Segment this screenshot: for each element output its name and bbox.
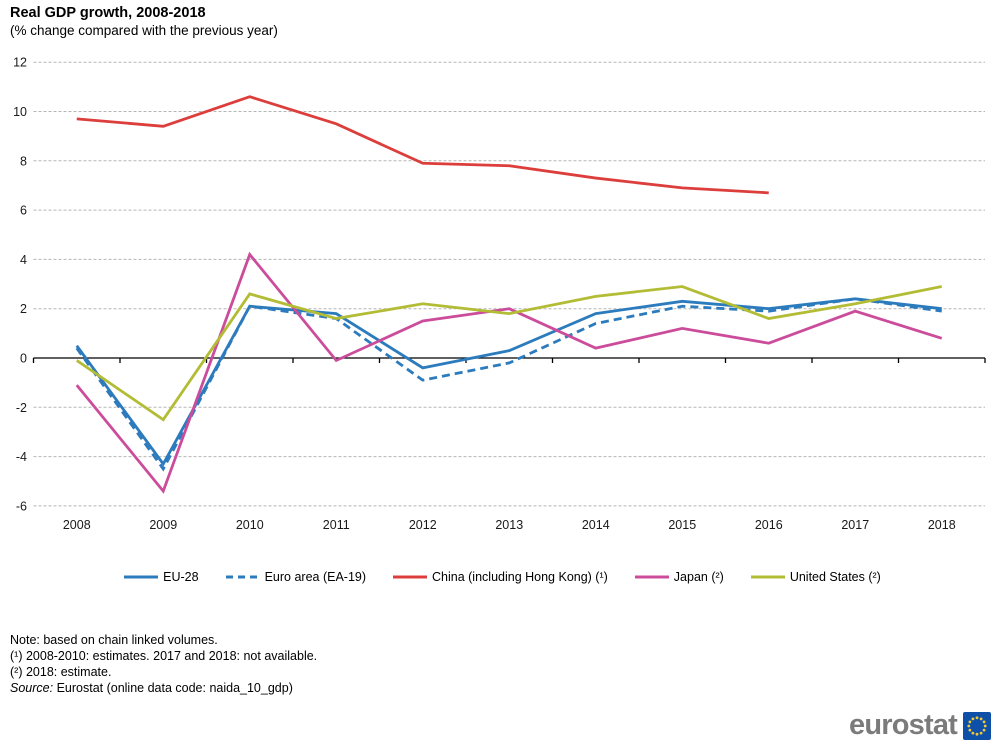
y-axis-label: -2 [16,401,27,415]
source-label: Source: [10,681,54,695]
flag-star [975,732,979,736]
note-line-2: (¹) 2008-2010: estimates. 2017 and 2018:… [10,649,318,663]
legend-item-china-including-hong-kong: China (including Hong Kong) (¹) [393,570,608,584]
legend-item-euro-area-ea-19: Euro area (EA-19) [225,570,367,584]
legend-label: United States (²) [789,570,881,584]
legend-swatch-united-states [750,575,785,579]
series-line-euro-area-ea-19 [75,297,942,472]
source-text: Eurostat (online data code: naida_10_gdp… [53,681,293,695]
x-axis-label: 2011 [323,518,350,532]
note-line-1: Note: based on chain linked volumes. [10,633,218,647]
legend-label: China (including Hong Kong) (¹) [432,570,608,584]
x-axis-label: 2017 [841,518,869,532]
legend-label: EU-28 [163,570,199,584]
series-line-eu-28 [75,297,942,467]
y-axis-label: 6 [20,204,27,218]
source-line: Source: Eurostat (online data code: naid… [10,680,317,696]
flag-star [971,717,975,720]
y-axis-label: -4 [16,450,27,464]
eurostat-wordmark: eurostat [848,709,958,741]
y-axis-label: 2 [20,302,27,316]
chart-title: Real GDP growth, 2008-2018 [10,5,206,21]
eurostat-logo: eurostat [849,711,991,740]
x-axis-label: 2016 [755,518,783,532]
chart-notes: Note: based on chain linked volumes. (¹)… [10,632,317,696]
x-axis-label: 2014 [582,518,610,532]
flag-star [983,724,987,727]
legend-item-eu-28: EU-28 [124,570,199,584]
x-axis-label: 2013 [495,518,523,532]
legend-item-united-states: United States (²) [750,570,881,584]
eu-flag-icon [963,711,991,740]
legend-swatch-eu-28 [124,575,159,579]
flag-star [971,731,975,734]
legend-label: Euro area (EA-19) [264,570,367,584]
y-axis-label: 4 [20,253,27,267]
legend-swatch-china-including-hong-kong [393,575,428,579]
x-axis-label: 2012 [409,518,437,532]
y-axis-label: 10 [13,105,27,119]
y-axis-label: 12 [13,56,27,70]
y-axis-label: 8 [20,154,27,168]
flag-star [982,728,986,731]
series-line-japan [75,251,943,494]
x-axis-label: 2009 [149,518,177,532]
legend-swatch-euro-area-ea-19 [225,575,260,579]
series-line-united-states [75,285,943,422]
flag-star [982,720,986,723]
x-axis-label: 2015 [668,518,696,532]
flag-star [979,717,983,720]
flag-star [968,728,972,731]
chart-legend: EU-28 Euro area (EA-19) China (including H… [0,570,1005,584]
chart-subtitle: (% change compared with the previous yea… [10,23,278,38]
flag-star [968,720,972,723]
legend-swatch-japan [634,575,669,579]
gdp-line-chart: -6 -4 -2 0 2 4 6 8 10 12 2008 2009 2010 2011 2012 2013 2… [13,56,986,532]
y-axis-label: -6 [16,499,27,513]
flag-star [967,724,971,727]
note-line-3: (²) 2018: estimate. [10,665,112,679]
series-line-china-including-hong-kong [76,95,769,195]
x-axis-label: 2010 [236,518,264,532]
flag-star [979,731,983,734]
flag-star [975,715,979,719]
legend-label: Japan (²) [673,570,724,584]
y-axis-label: 0 [20,352,27,366]
legend-item-japan: Japan (²) [634,570,724,584]
x-axis-label: 2008 [63,518,91,532]
x-axis-label: 2018 [928,518,956,532]
